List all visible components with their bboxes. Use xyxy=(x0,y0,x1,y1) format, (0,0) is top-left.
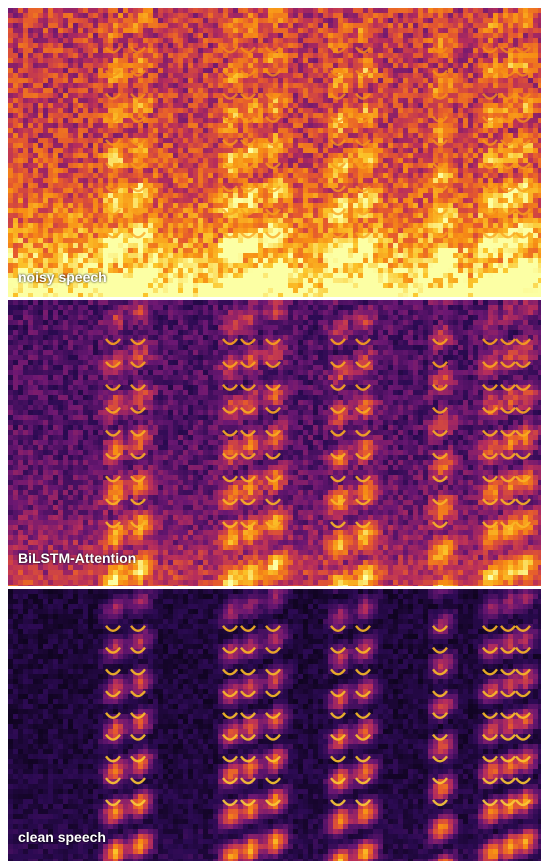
spectrogram-panel-clean: clean speech xyxy=(8,589,541,861)
spectrogram-panel-noisy: noisy speech xyxy=(8,8,541,297)
spectrogram-figure: noisy speech BiLSTM-Attention clean spee… xyxy=(8,8,541,861)
noisy-speech-label: noisy speech xyxy=(18,269,107,285)
enhanced-spectrogram-image xyxy=(8,300,541,586)
spectrogram-panel-enhanced: BiLSTM-Attention xyxy=(8,300,541,586)
bilstm-attention-label: BiLSTM-Attention xyxy=(18,550,137,566)
noisy-spectrogram-image xyxy=(8,8,541,297)
clean-spectrogram-image xyxy=(8,589,541,861)
clean-speech-label: clean speech xyxy=(18,829,106,845)
